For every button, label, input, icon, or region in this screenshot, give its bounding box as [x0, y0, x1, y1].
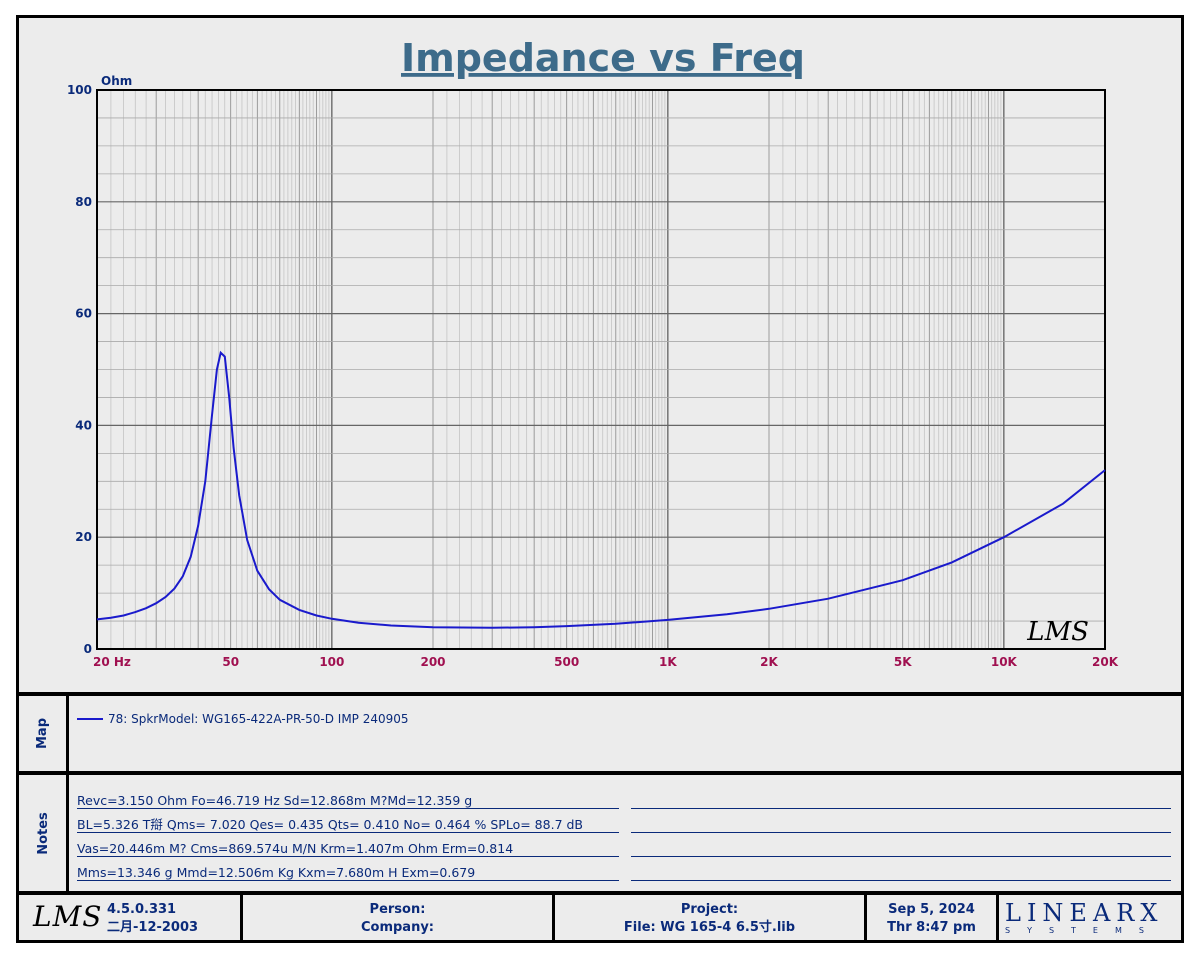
report-date: Sep 5, 2024 — [888, 901, 975, 917]
divider-chart-map — [19, 692, 1181, 696]
lms-watermark: LMS — [1026, 617, 1089, 647]
person-label: Person: — [369, 901, 426, 917]
project-cell: Project: File: WG 165-4 6.5寸.lib — [555, 897, 864, 940]
impedance-curve — [96, 350, 1106, 629]
notes-panel-label: Notes — [35, 811, 51, 855]
legend-swatch — [77, 718, 103, 720]
report-frame: Map Notes 78: SpkrModel: WG165-422A-PR-5… — [16, 15, 1184, 943]
x-tick-label: 200 — [420, 655, 445, 669]
legend-label: 78: SpkrModel: WG165-422A-PR-50-D IMP 24… — [108, 712, 409, 726]
x-tick-label: 50 — [222, 655, 239, 669]
y-tick-label: 80 — [75, 195, 92, 209]
x-tick-label: 2K — [760, 655, 778, 669]
x-tick-label: 500 — [554, 655, 579, 669]
map-panel-label: Map — [35, 717, 51, 750]
linearx-subtitle: SYSTEMS — [1005, 926, 1161, 935]
y-tick-label: 40 — [75, 418, 92, 432]
divider-notes-footer — [19, 891, 1181, 895]
report-time: Thr 8:47 pm — [887, 919, 976, 935]
footer-divider-1 — [240, 895, 243, 940]
note-line-4: Mms=13.346 g Mmd=12.506m Kg Kxm=7.680m H… — [77, 858, 619, 881]
note-line-1: Revc=3.150 Ohm Fo=46.719 Hz Sd=12.868m M… — [77, 786, 619, 809]
y-tick-label: 20 — [75, 530, 92, 544]
side-label-divider — [66, 694, 69, 891]
person-cell: Person: Company: — [243, 897, 552, 940]
project-label: Project: — [680, 901, 739, 917]
grid-lines — [96, 89, 1106, 650]
x-tick-label: 1K — [659, 655, 677, 669]
note-line-right-1 — [631, 786, 1171, 809]
date-cell: Sep 5, 2024 Thr 8:47 pm — [867, 897, 996, 940]
divider-map-notes — [19, 771, 1181, 775]
linearx-brand: LINEARX — [1005, 899, 1164, 927]
version-number: 4.5.0.331 — [107, 901, 177, 917]
version-date: 二月-12-2003 — [107, 919, 199, 935]
note-line-3: Vas=20.446m M? Cms=869.574u M/N Krm=1.40… — [77, 834, 619, 857]
axis-tick-labels: 20 Hz 50 100 200 500 1K 2K 5K 10K 20K 0 20 40 60 80 100 — [67, 83, 1119, 669]
legend-entry: 78: SpkrModel: WG165-422A-PR-50-D IMP 24… — [77, 712, 409, 726]
x-tick-label: 5K — [894, 655, 912, 669]
chart-title: Impedance vs Freq — [401, 36, 805, 80]
impedance-chart: Impedance vs Freq Ohm 20 Hz 50 100 200 500 1K… — [67, 36, 1119, 669]
y-tick-label: 60 — [75, 307, 92, 321]
footer-divider-2 — [552, 895, 555, 940]
company-label: Company: — [360, 919, 435, 935]
note-line-right-2 — [631, 810, 1171, 833]
footer-divider-4 — [996, 895, 999, 940]
plot-border — [96, 89, 1106, 650]
lms-logo: LMS — [33, 900, 103, 933]
version-cell: 4.5.0.331 二月-12-2003 — [107, 897, 237, 940]
file-name: File: WG 165-4 6.5寸.lib — [623, 919, 796, 935]
x-tick-label: 10K — [991, 655, 1018, 669]
x-tick-label: 20 Hz — [93, 655, 131, 669]
y-tick-label: 100 — [67, 83, 92, 97]
footer-divider-3 — [864, 895, 867, 940]
note-line-right-3 — [631, 834, 1171, 857]
note-line-right-4 — [631, 858, 1171, 881]
linearx-logo: LINEARX SYSTEMS — [1005, 900, 1175, 938]
x-tick-label: 100 — [319, 655, 344, 669]
y-axis-unit-label: Ohm — [101, 74, 132, 88]
x-tick-label: 20K — [1092, 655, 1119, 669]
y-tick-label: 0 — [84, 642, 92, 656]
note-line-2: BL=5.326 T搿 Qms= 7.020 Qes= 0.435 Qts= 0… — [77, 810, 619, 833]
